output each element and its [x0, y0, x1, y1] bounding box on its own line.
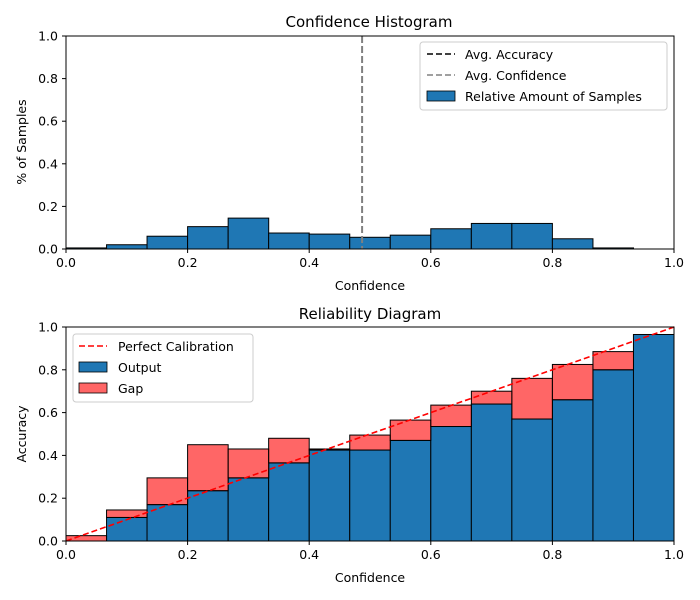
y-tick-label: 0.4 [38, 448, 58, 463]
output-bar [187, 490, 229, 542]
legend-output-swatch [78, 361, 108, 373]
gap-bar [106, 509, 148, 518]
legend-gap-label: Gap [118, 381, 143, 396]
histogram-bars [65, 217, 635, 250]
output-bar [389, 439, 432, 542]
histogram-bar [268, 232, 310, 250]
y-tick-label: 0.8 [38, 71, 58, 86]
y-tick-label: 1.0 [38, 320, 58, 335]
x-tick-label: 0.4 [299, 547, 319, 562]
gap-bar [592, 351, 635, 371]
reliability-axes-frame [65, 326, 675, 542]
gap-bar [389, 419, 432, 441]
histogram-bar [389, 234, 432, 250]
confidence-histogram-panel: Confidence Histogram 0.0 0.2 0.4 0.6 0.8 1.00… [14, 13, 684, 293]
gap-bar [308, 448, 351, 451]
x-tick-label: 0.0 [56, 547, 76, 562]
output-bar [551, 399, 594, 542]
histogram-ticks: 0.0 0.2 0.4 0.6 0.8 1.0 0.0 0.2 0.4 0.6 0.8 1.0 [38, 29, 684, 271]
histogram-bar [349, 236, 391, 250]
gap-bar [551, 363, 594, 401]
x-tick-label: 0.6 [421, 547, 441, 562]
y-tick-label: 0.0 [38, 534, 58, 549]
histogram-bar [511, 222, 553, 250]
x-tick-label: 1.0 [664, 547, 684, 562]
histogram-bar [187, 226, 229, 250]
reliability-diagram-panel: Reliability Diagram 0.0 0.2 0.4 0.6 0.8 1.00.… [14, 305, 684, 585]
legend-samples-swatch [426, 90, 456, 102]
histogram-bar [146, 235, 189, 250]
histogram-title: Confidence Histogram [286, 13, 453, 31]
reliability-legend: Perfect Calibration Output Gap [72, 333, 254, 403]
output-bar [349, 449, 391, 542]
reliability-legend-box [72, 333, 254, 403]
gap-bar [349, 434, 391, 451]
reliability-title: Reliability Diagram [299, 305, 441, 323]
x-tick-label: 0.0 [56, 255, 76, 270]
gap-bar [268, 437, 310, 464]
legend-samples-label: Relative Amount of Samples [465, 89, 642, 104]
histogram-ylabel: % of Samples [14, 99, 29, 184]
output-bar [592, 369, 635, 542]
histogram-bar [430, 228, 472, 250]
x-tick-label: 0.8 [542, 547, 562, 562]
legend-avg-accuracy-label: Avg. Accuracy [465, 47, 554, 62]
gap-bar [430, 404, 472, 428]
gap-bar [511, 377, 553, 420]
histogram-legend-box [419, 41, 668, 111]
y-tick-label: 0.2 [38, 491, 58, 506]
y-tick-label: 0.6 [38, 114, 58, 129]
reliability-ticks: 0.0 0.2 0.4 0.6 0.8 1.0 0.0 0.2 0.4 0.6 0.8 1.0 [38, 320, 684, 563]
histogram-bar [470, 222, 513, 250]
legend-avg-confidence-label: Avg. Confidence [465, 68, 567, 83]
output-bar [632, 333, 675, 542]
output-bar [227, 477, 270, 542]
gap-bar [146, 477, 189, 506]
reliability-xlabel: Confidence [335, 570, 406, 585]
x-tick-label: 0.6 [421, 255, 441, 270]
legend-perfect-calibration-label: Perfect Calibration [118, 339, 234, 354]
y-tick-label: 1.0 [38, 29, 58, 44]
reliability-bars [65, 333, 675, 542]
output-bar [308, 449, 351, 542]
output-bar [268, 462, 310, 542]
reliability-ylabel: Accuracy [14, 405, 29, 463]
histogram-bar [308, 233, 351, 250]
legend-gap-swatch [78, 382, 108, 394]
gap-bar [187, 444, 229, 492]
x-tick-label: 0.4 [299, 255, 319, 270]
y-tick-label: 0.2 [38, 199, 58, 214]
y-tick-label: 0.8 [38, 362, 58, 377]
histogram-legend: Avg. Accuracy Avg. Confidence Relative A… [419, 41, 668, 111]
x-tick-label: 1.0 [664, 255, 684, 270]
histogram-axes-frame [65, 35, 675, 250]
x-tick-label: 0.8 [542, 255, 562, 270]
histogram-bar [551, 238, 594, 250]
y-tick-label: 0.6 [38, 405, 58, 420]
y-tick-label: 0.0 [38, 242, 58, 257]
output-bar [511, 418, 553, 542]
histogram-xlabel: Confidence [335, 278, 406, 293]
histogram-bar [106, 244, 148, 250]
legend-output-label: Output [118, 360, 162, 375]
output-bar [430, 426, 472, 542]
x-tick-label: 0.2 [178, 547, 198, 562]
gap-bar [470, 390, 513, 405]
x-tick-label: 0.2 [178, 255, 198, 270]
y-tick-label: 0.4 [38, 156, 58, 171]
histogram-bar [227, 217, 270, 250]
gap-bar [227, 448, 270, 479]
output-bar [106, 516, 148, 542]
output-bar [470, 403, 513, 542]
gap-bar [65, 535, 108, 542]
